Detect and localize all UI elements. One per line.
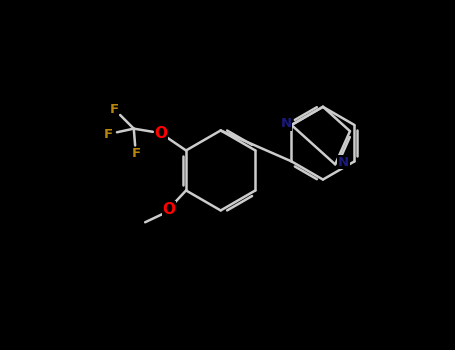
Text: O: O — [155, 126, 167, 141]
Text: O: O — [162, 202, 175, 217]
Text: F: F — [104, 128, 113, 141]
Text: N: N — [280, 117, 292, 130]
Text: F: F — [131, 147, 141, 160]
Text: F: F — [110, 103, 119, 116]
Text: N: N — [338, 156, 349, 169]
